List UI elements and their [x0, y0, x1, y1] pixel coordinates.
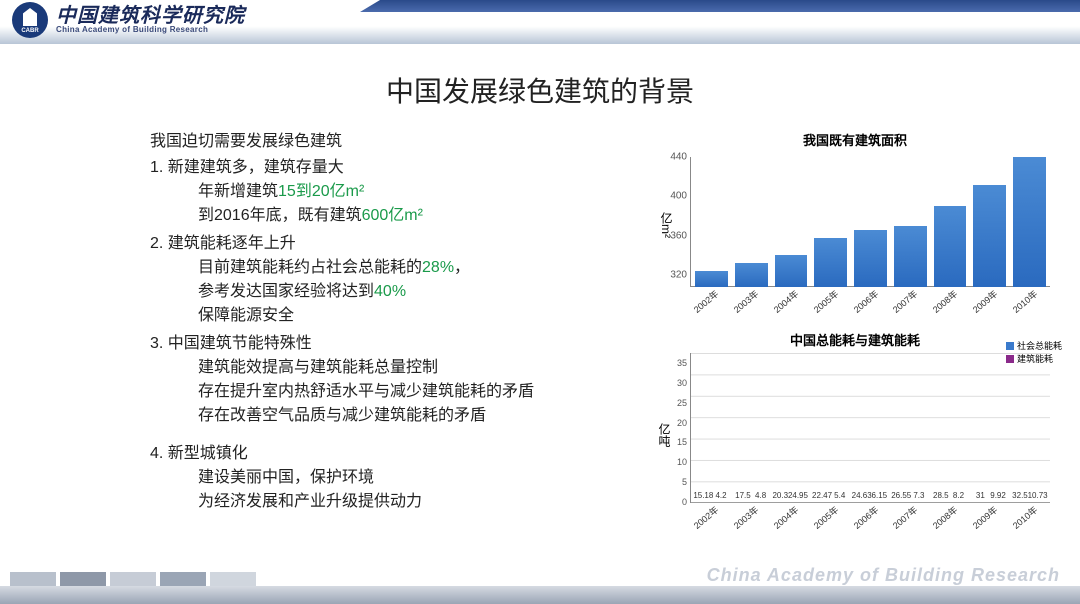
point-head: 3. 中国建筑节能特殊性	[150, 332, 630, 356]
footer-boxes	[10, 572, 256, 586]
chart-building-area: 我国既有建筑面积 亿m² 440400360320 2002年2003年2004…	[650, 130, 1060, 320]
point-sub: 到2016年底，既有建筑600亿m²	[150, 204, 630, 228]
point-head: 4. 新型城镇化	[150, 442, 630, 466]
content: 我国迫切需要发展绿色建筑 1. 新建建筑多，建筑存量大年新增建筑15到20亿m²…	[0, 110, 1080, 540]
chart-energy: 中国总能耗与建筑能耗 社会总能耗建筑能耗 亿吨 05101520253035 1…	[650, 330, 1060, 540]
point-sub: 保障能源安全	[150, 304, 630, 328]
point-sub: 建筑能效提高与建筑能耗总量控制	[150, 356, 630, 380]
point-sub: 存在提升室内热舒适水平与减少建筑能耗的矛盾	[150, 380, 630, 404]
points-list: 1. 新建建筑多，建筑存量大年新增建筑15到20亿m²到2016年底，既有建筑6…	[150, 156, 630, 514]
page-title: 中国发展绿色建筑的背景	[0, 70, 1080, 110]
bar	[1013, 157, 1046, 287]
point-sub: 参考发达国家经验将达到40%	[150, 280, 630, 304]
org-name-cn: 中国建筑科学研究院	[56, 6, 245, 26]
chart1-bars	[691, 157, 1050, 287]
point-head: 2. 建筑能耗逐年上升	[150, 232, 630, 256]
footer-stripe	[0, 586, 1080, 604]
chart1-plot: 440400360320	[690, 157, 1050, 287]
text-column: 我国迫切需要发展绿色建筑 1. 新建建筑多，建筑存量大年新增建筑15到20亿m²…	[150, 130, 630, 540]
point-item: 3. 中国建筑节能特殊性建筑能效提高与建筑能耗总量控制存在提升室内热舒适水平与减…	[150, 332, 630, 428]
bar	[854, 230, 887, 287]
bar	[973, 185, 1006, 287]
point-item: 2. 建筑能耗逐年上升目前建筑能耗约占社会总能耗的28%，参考发达国家经验将达到…	[150, 232, 630, 328]
bar	[894, 226, 927, 287]
point-sub: 年新增建筑15到20亿m²	[150, 180, 630, 204]
bar	[934, 206, 967, 287]
header-stripe	[360, 0, 1080, 12]
bar	[775, 255, 808, 288]
chart2-title: 中国总能耗与建筑能耗	[650, 330, 1060, 349]
point-sub: 目前建筑能耗约占社会总能耗的28%，	[150, 256, 630, 280]
bar	[695, 271, 728, 287]
logo-badge-icon	[12, 2, 48, 38]
chart2-bars: 15.184.217.54.820.324.9522.475.424.636.1…	[691, 353, 1050, 503]
point-sub: 存在改善空气品质与减少建筑能耗的矛盾	[150, 404, 630, 428]
point-sub: 为经济发展和产业升级提供动力	[150, 490, 630, 514]
footer-box	[160, 572, 206, 586]
lead-text: 我国迫切需要发展绿色建筑	[150, 130, 630, 154]
bar	[735, 263, 768, 287]
footer-watermark: China Academy of Building Research	[707, 565, 1060, 586]
footer-box	[10, 572, 56, 586]
point-sub: 建设美丽中国，保护环境	[150, 466, 630, 490]
footer: China Academy of Building Research	[0, 568, 1080, 604]
chart1-xticks: 2002年2003年2004年2005年2006年2007年2008年2009年…	[690, 291, 1050, 304]
point-head: 1. 新建建筑多，建筑存量大	[150, 156, 630, 180]
header: 中国建筑科学研究院 China Academy of Building Rese…	[0, 0, 1080, 44]
footer-box	[110, 572, 156, 586]
chart1-yticks: 440400360320	[661, 157, 687, 286]
chart1-title: 我国既有建筑面积	[650, 130, 1060, 149]
chart2-plot: 05101520253035 15.184.217.54.820.324.952…	[690, 353, 1050, 503]
legend-item: 社会总能耗	[1006, 340, 1062, 353]
footer-box	[210, 572, 256, 586]
point-item: 4. 新型城镇化建设美丽中国，保护环境为经济发展和产业升级提供动力	[150, 442, 630, 514]
chart2-yticks: 05101520253035	[667, 353, 687, 502]
footer-box	[60, 572, 106, 586]
chart2-xticks: 2002年2003年2004年2005年2006年2007年2008年2009年…	[690, 507, 1050, 520]
logo: 中国建筑科学研究院 China Academy of Building Rese…	[12, 2, 245, 38]
charts-column: 我国既有建筑面积 亿m² 440400360320 2002年2003年2004…	[650, 130, 1060, 540]
org-name-en: China Academy of Building Research	[56, 26, 245, 34]
bar	[814, 238, 847, 287]
point-item: 1. 新建建筑多，建筑存量大年新增建筑15到20亿m²到2016年底，既有建筑6…	[150, 156, 630, 228]
